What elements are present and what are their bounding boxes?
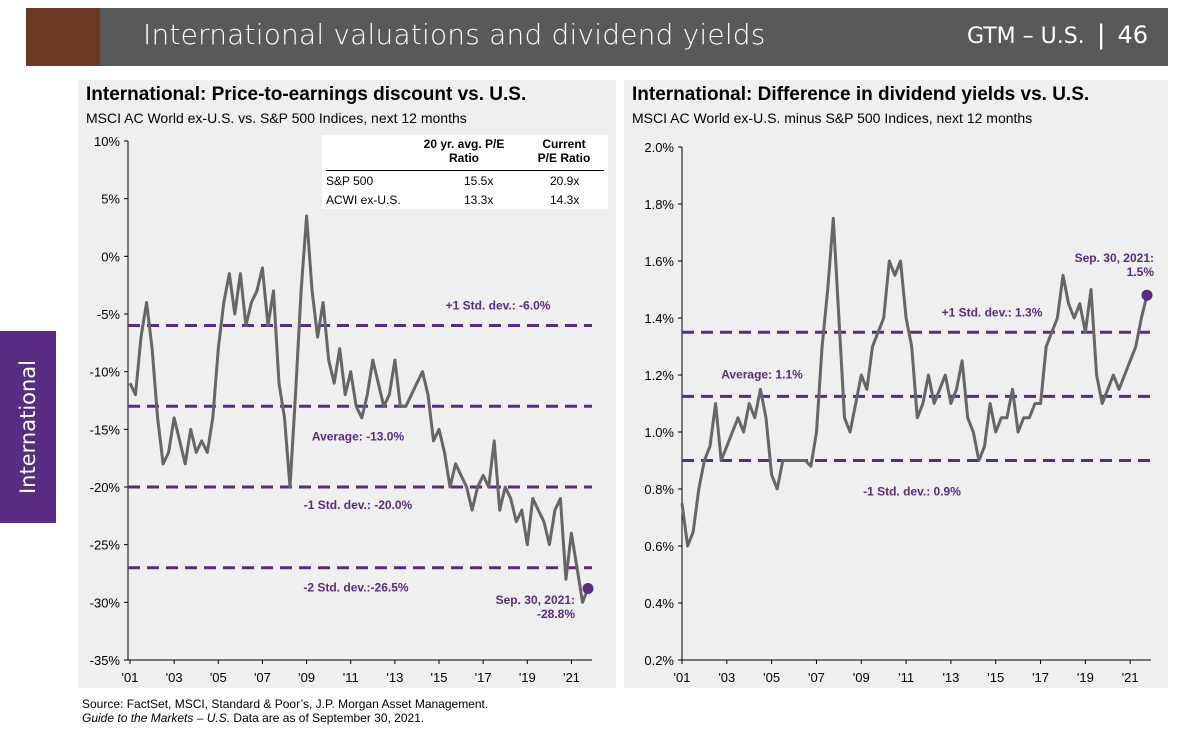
x-tick-label: '07 <box>808 670 825 685</box>
x-tick-label: '17 <box>1032 670 1049 685</box>
x-tick-label: '15 <box>431 670 448 685</box>
y-tick-label: -20% <box>90 480 121 495</box>
data-series-line <box>680 216 1149 548</box>
x-tick-label: '21 <box>563 670 580 685</box>
table-row-current: 20.9x <box>550 174 580 188</box>
table-row-name: ACWI ex-U.S. <box>326 193 401 207</box>
dividend-yield-chart: 2.0% 1.8% 1.6% 1.4% 1.2% 1.0% 0.8% 0.6% 0.4% 0.2%… <box>644 140 1155 685</box>
gtm-label: GTM – U.S. <box>966 24 1085 49</box>
table-row-avg: 15.5x <box>464 174 494 188</box>
x-tick-label: '03 <box>166 670 183 685</box>
y-tick-label: -25% <box>90 538 121 553</box>
reference-line-label: +1 Std. dev.: 1.3% <box>942 305 1043 319</box>
y-tick-label: 1.2% <box>644 368 674 383</box>
pe-chart-subtitle: MSCI AC World ex-U.S. vs. S&P 500 Indice… <box>86 110 467 126</box>
x-tick-label: '09 <box>853 670 870 685</box>
header-bar <box>100 8 1168 66</box>
div-chart-subtitle: MSCI AC World ex-U.S. minus S&P 500 Indi… <box>632 110 1033 126</box>
endpoint-label: Sep. 30, 2021: <box>1075 251 1154 265</box>
x-tick-label: '13 <box>942 670 959 685</box>
x-tick-label: '17 <box>475 670 492 685</box>
section-tab[interactable]: International <box>0 331 56 523</box>
div-chart-title: International: Difference in dividend yi… <box>632 84 1090 105</box>
pe-discount-chart: 10% 5% 0% -5% -10% -15% -20% -25% -30% -35%'01 '03… <box>90 134 594 685</box>
x-tick-label: '05 <box>763 670 780 685</box>
header-right: GTM – U.S. | 46 <box>967 20 1148 50</box>
y-tick-label: 2.0% <box>644 140 674 155</box>
table-row-name: S&P 500 <box>326 174 374 188</box>
x-tick-label: '03 <box>718 670 735 685</box>
y-tick-label: 0.6% <box>644 539 674 554</box>
x-tick-label: '01 <box>674 670 691 685</box>
x-tick-label: '09 <box>298 670 315 685</box>
table-row-current: 14.3x <box>550 193 580 207</box>
table-header-current: Current P/E Ratio <box>537 137 591 165</box>
y-tick-label: 0% <box>101 249 120 264</box>
x-tick-label: '19 <box>519 670 536 685</box>
reference-line-label: -2 Std. dev.:-26.5% <box>303 581 408 595</box>
x-tick-label: '15 <box>987 670 1004 685</box>
endpoint-marker <box>1141 289 1153 301</box>
table-row-avg: 13.3x <box>464 193 494 207</box>
pe-ratio-table: 20 yr. avg. P/E Ratio Current P/E Ratio S&… <box>322 135 608 209</box>
dividend-yield-panel: International: Difference in dividend yi… <box>624 80 1168 688</box>
y-tick-label: 0.8% <box>644 482 674 497</box>
y-tick-label: -10% <box>90 365 121 380</box>
source-line-2: Guide to the Markets – U.S. Data are as … <box>82 711 425 725</box>
header-separator: | <box>1096 20 1106 50</box>
y-tick-label: 1.0% <box>644 425 674 440</box>
x-tick-label: '11 <box>343 670 359 685</box>
pe-discount-panel: International: Price-to-earnings discoun… <box>78 80 616 688</box>
y-tick-label: 1.8% <box>644 197 674 212</box>
x-tick-label: '13 <box>386 670 403 685</box>
y-tick-label: -35% <box>90 653 121 668</box>
source-line-1: Source: FactSet, MSCI, Standard & Poor’s… <box>82 697 489 711</box>
pe-chart-title: International: Price-to-earnings discoun… <box>86 84 527 105</box>
section-tab-label: International <box>16 359 40 495</box>
endpoint-value-label: 1.5% <box>1127 265 1155 279</box>
table-rule <box>326 170 604 171</box>
x-tick-label: '21 <box>1122 670 1139 685</box>
reference-line-label: Average: -13.0% <box>312 429 405 443</box>
page-title: International valuations and dividend yi… <box>143 18 766 51</box>
reference-line-label: +1 Std. dev.: -6.0% <box>446 299 551 313</box>
endpoint-label: Sep. 30, 2021: <box>496 593 575 607</box>
y-tick-label: 5% <box>101 192 120 207</box>
y-tick-label: 1.6% <box>644 254 674 269</box>
x-tick-label: '05 <box>210 670 227 685</box>
data-series-line <box>128 214 590 604</box>
y-tick-label: 0.2% <box>644 653 674 668</box>
source-note: Source: FactSet, MSCI, Standard & Poor’s… <box>82 697 488 725</box>
x-tick-label: '07 <box>254 670 271 685</box>
y-tick-label: 1.4% <box>644 311 674 326</box>
reference-line-label: -1 Std. dev.: 0.9% <box>863 485 961 499</box>
y-tick-label: -5% <box>97 307 121 322</box>
y-tick-label: 0.4% <box>644 596 674 611</box>
table-header-avg: 20 yr. avg. P/E Ratio <box>423 137 505 165</box>
y-tick-label: 10% <box>94 134 120 149</box>
x-tick-label: '11 <box>898 670 914 685</box>
x-tick-label: '19 <box>1077 670 1094 685</box>
reference-line-label: Average: 1.1% <box>721 367 803 381</box>
header-arrow-icon <box>72 8 100 66</box>
x-tick-label: '01 <box>122 670 139 685</box>
reference-line-label: -1 Std. dev.: -20.0% <box>304 498 413 512</box>
endpoint-value-label: -28.8% <box>537 607 575 621</box>
page-number: 46 <box>1117 21 1148 49</box>
y-tick-label: -15% <box>90 422 121 437</box>
y-tick-label: -30% <box>90 595 121 610</box>
endpoint-marker <box>582 582 594 594</box>
